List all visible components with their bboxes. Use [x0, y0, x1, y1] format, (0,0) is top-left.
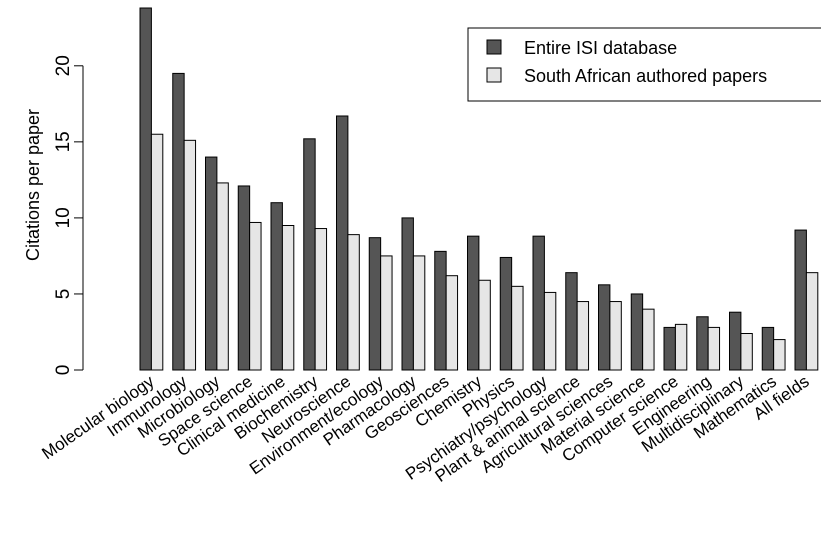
- bar-south-african-19: [773, 339, 786, 371]
- bar-south-african-17: [707, 326, 721, 371]
- y-tick-label: 10: [53, 207, 74, 228]
- legend-label-entire-isi: Entire ISI database: [524, 38, 677, 58]
- bar-south-african-20: [805, 272, 819, 371]
- bar-south-african-13: [576, 301, 590, 371]
- bar-entire-isi-2: [205, 156, 218, 371]
- bar-entire-isi-14: [598, 284, 611, 371]
- bar-entire-isi-7: [368, 237, 382, 371]
- bar-south-african-10: [478, 279, 491, 371]
- bar-entire-isi-10: [467, 235, 480, 371]
- y-axis: 0 5 10 15 20: [53, 55, 84, 376]
- legend-box: [467, 27, 821, 102]
- bar-entire-isi-6: [336, 115, 349, 371]
- legend: Entire ISI database South African author…: [467, 27, 821, 102]
- legend-swatch-south-african: [486, 67, 502, 83]
- bar-entire-isi-8: [401, 217, 414, 371]
- bar-entire-isi-3: [237, 185, 251, 371]
- bar-entire-isi-5: [303, 138, 316, 371]
- bar-entire-isi-18: [729, 311, 742, 371]
- bar-entire-isi-0: [139, 7, 152, 371]
- y-axis-title: Citations per paper: [23, 109, 43, 261]
- bar-entire-isi-16: [663, 326, 676, 371]
- legend-label-south-african: South African authored papers: [524, 66, 767, 86]
- bar-south-african-9: [445, 275, 459, 371]
- bar-south-african-1: [183, 139, 197, 371]
- bar-south-african-7: [380, 255, 393, 371]
- bar-south-african-0: [150, 133, 164, 371]
- bar-south-african-15: [642, 308, 655, 371]
- bar-entire-isi-4: [270, 202, 283, 371]
- bar-south-african-18: [740, 333, 753, 371]
- bar-entire-isi-13: [565, 272, 578, 371]
- bar-south-african-11: [511, 285, 524, 371]
- y-tick-label: 0: [53, 365, 74, 376]
- y-tick-label: 20: [53, 55, 74, 76]
- bar-entire-isi-20: [794, 229, 807, 371]
- bar-entire-isi-9: [434, 250, 447, 371]
- bar-south-african-3: [249, 221, 262, 371]
- bar-south-african-4: [281, 225, 295, 371]
- bar-south-african-8: [412, 255, 426, 371]
- bar-south-african-16: [674, 323, 688, 371]
- y-tick-label: 15: [53, 131, 74, 152]
- bar-south-african-2: [216, 182, 229, 371]
- bar-entire-isi-12: [532, 235, 545, 371]
- legend-swatch-entire-isi: [486, 39, 502, 55]
- bar-entire-isi-11: [499, 256, 513, 371]
- bar-entire-isi-1: [172, 72, 185, 371]
- bar-south-african-6: [347, 234, 360, 371]
- y-tick-label: 5: [53, 289, 74, 300]
- bar-entire-isi-17: [696, 316, 709, 371]
- bar-south-african-12: [543, 291, 557, 371]
- x-tick-labels: Molecular biologyImmunologyMicrobiologyS…: [38, 371, 812, 485]
- bar-south-african-5: [314, 228, 328, 371]
- bar-entire-isi-19: [761, 326, 775, 371]
- bar-south-african-14: [609, 301, 622, 371]
- bar-entire-isi-15: [630, 293, 644, 371]
- bars-group: [139, 7, 819, 371]
